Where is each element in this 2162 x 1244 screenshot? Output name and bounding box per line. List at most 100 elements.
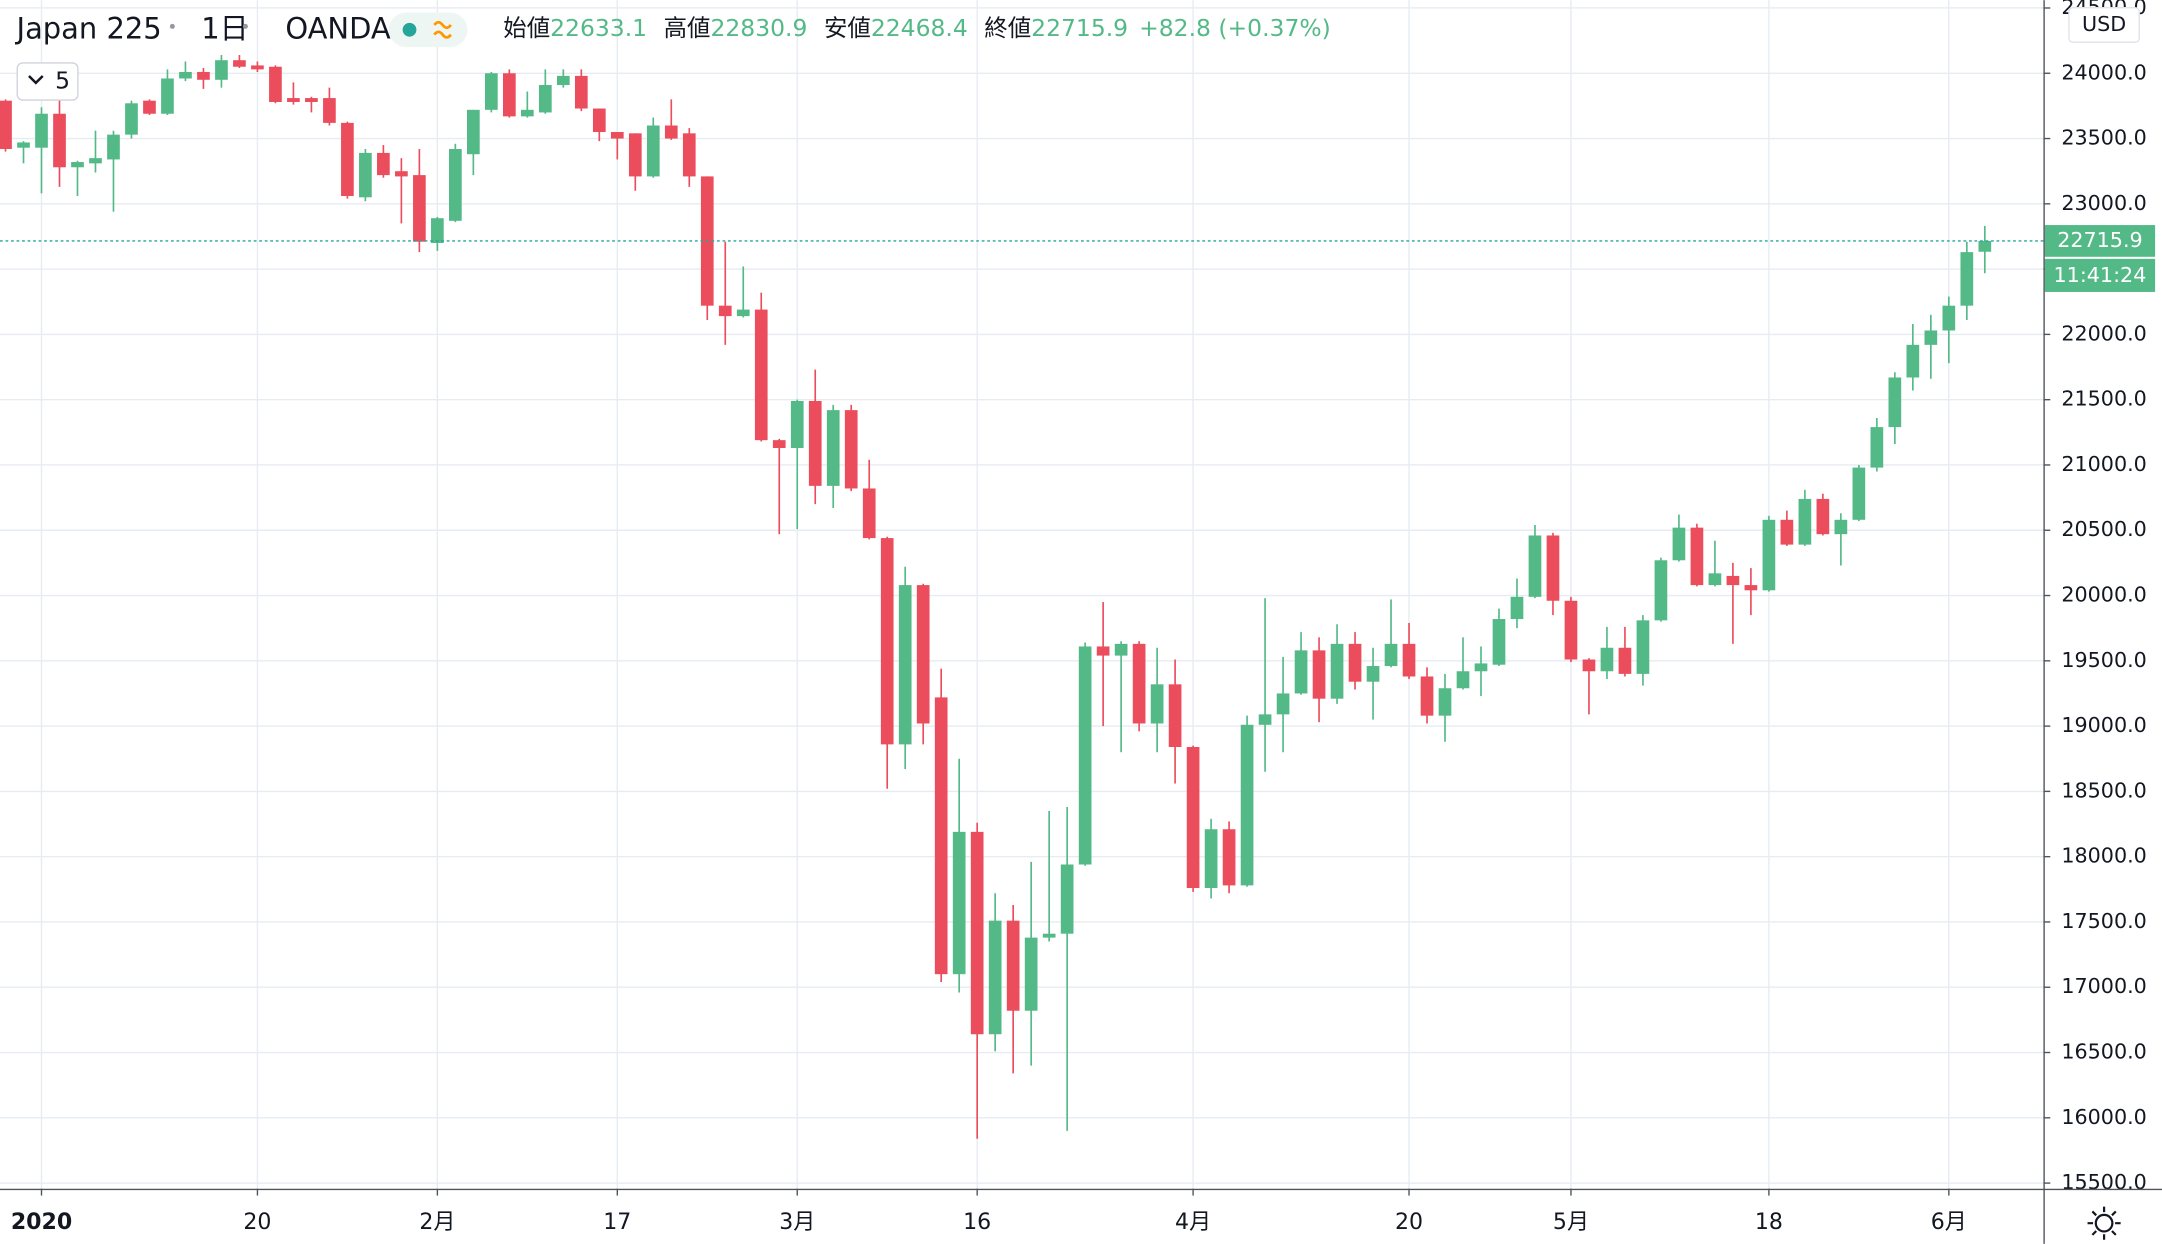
legend-header: Japan 225 1日 OANDA 始値22633.1 高値22830.9 安値2… <box>15 11 1331 101</box>
countdown: 11:41:24 <box>2054 263 2147 287</box>
candle-body <box>610 132 624 139</box>
last-price-label: 22715.9 <box>2057 228 2142 252</box>
price-axis: 15500.0 16000.0 16500.0 17000.0 17500.0 18000… <box>2043 0 2156 1194</box>
candle-body <box>89 158 102 164</box>
symbol[interactable]: Japan 225 <box>15 11 162 45</box>
candle-body <box>467 109 480 155</box>
delayed-icon <box>433 20 452 39</box>
x-tick-label: 4月 <box>1175 1210 1211 1235</box>
market-open-icon <box>402 22 417 37</box>
candle-body <box>359 152 372 198</box>
candle-body <box>1240 724 1254 886</box>
candle-body <box>520 109 534 117</box>
ohlc-value: 22633.1 <box>550 14 647 42</box>
separator-dot <box>169 23 175 29</box>
candle-body <box>1222 829 1236 886</box>
candle-body <box>305 98 318 102</box>
separator-dot <box>242 23 248 29</box>
candle-body <box>1852 467 1866 520</box>
ohlc-value: 22468.4 <box>871 14 968 42</box>
candle-body <box>1834 519 1848 535</box>
candle-body <box>1060 864 1074 934</box>
x-tick-label: 17 <box>603 1210 631 1235</box>
x-tick-label: 6月 <box>1931 1210 1967 1235</box>
candle-body <box>1492 619 1506 665</box>
candle-body <box>1564 600 1578 660</box>
candle-body <box>808 400 822 486</box>
plot-area <box>0 54 2044 1139</box>
candle-body <box>844 410 858 489</box>
x-tick-label: 3月 <box>779 1210 815 1235</box>
candle-body <box>1114 643 1128 656</box>
candle-body <box>1132 643 1146 724</box>
candle-body <box>1096 646 1110 656</box>
candle-body <box>1510 596 1524 620</box>
candle-body <box>772 440 786 448</box>
interval[interactable]: 1日 <box>201 11 248 45</box>
ohlc-label: 終値 <box>984 14 1031 42</box>
candle-body <box>287 98 300 102</box>
candle-body <box>431 218 444 244</box>
candle-body <box>1762 519 1776 591</box>
candle-body <box>1204 829 1218 889</box>
ohlc-label: 始値 <box>503 14 550 42</box>
candle-body <box>1672 527 1686 561</box>
x-tick-label: 18 <box>1755 1210 1783 1235</box>
ohlc-line: 始値22633.1 高値22830.9 安値22468.4 終値22715.9 +82.… <box>503 14 1331 42</box>
last-price-box <box>2044 225 2156 257</box>
candle-body <box>1636 620 1650 674</box>
ohlc-value: 22715.9 <box>1031 14 1128 42</box>
currency-box[interactable] <box>2068 7 2140 43</box>
x-tick-label: 2月 <box>419 1210 455 1235</box>
candle-body <box>485 73 498 110</box>
candle-body <box>1654 560 1668 621</box>
candle-body <box>1078 646 1092 865</box>
y-tick-label: 22000.0 <box>2061 321 2146 345</box>
candle-body <box>736 309 750 317</box>
candle-body <box>1582 659 1596 672</box>
candle-body <box>179 71 192 79</box>
candle-body <box>1186 746 1200 889</box>
y-tick-label: 17000.0 <box>2061 974 2146 998</box>
candle-body <box>1294 650 1308 694</box>
time-axis: 2020 20 2月 17 3月 16 4月 20 5月 18 6月 <box>11 1188 1967 1235</box>
y-tick-label: 19000.0 <box>2061 713 2146 737</box>
candle-body <box>1420 676 1434 716</box>
candle-body <box>1384 643 1398 667</box>
candle-body <box>233 60 246 67</box>
studies-toggle[interactable] <box>16 62 79 101</box>
source: OANDA <box>285 11 390 45</box>
candle-body <box>880 538 894 745</box>
candle-body <box>1870 427 1884 468</box>
candle-body <box>1006 920 1020 1011</box>
candle-body <box>628 133 642 177</box>
ohlc-value: 22830.9 <box>710 14 807 42</box>
y-tick-label: 18000.0 <box>2061 844 2146 868</box>
candle-body <box>377 152 390 176</box>
candle-body <box>898 585 912 745</box>
y-tick-label: 24000.0 <box>2061 60 2146 84</box>
studies-count: 5 <box>55 67 70 95</box>
x-tick-label: 5月 <box>1553 1210 1589 1235</box>
x-tick-label: 20 <box>243 1210 271 1235</box>
candle-body <box>1438 688 1452 716</box>
candle-body <box>413 175 426 242</box>
candle-body <box>1708 573 1722 586</box>
candle-body <box>53 113 66 168</box>
candle-body <box>143 100 156 114</box>
candle-body <box>754 309 768 441</box>
y-tick-label: 21000.0 <box>2061 452 2146 476</box>
candle-body <box>161 78 174 114</box>
candle-body <box>323 98 336 123</box>
candle-body <box>1906 344 1920 378</box>
candle-body <box>790 400 804 448</box>
status-pill[interactable] <box>388 12 468 48</box>
candle-body <box>1330 643 1344 699</box>
candle-body <box>251 65 264 70</box>
candle-body <box>916 585 930 724</box>
settings-icon[interactable] <box>2087 1206 2121 1240</box>
candle-body <box>1816 498 1830 535</box>
